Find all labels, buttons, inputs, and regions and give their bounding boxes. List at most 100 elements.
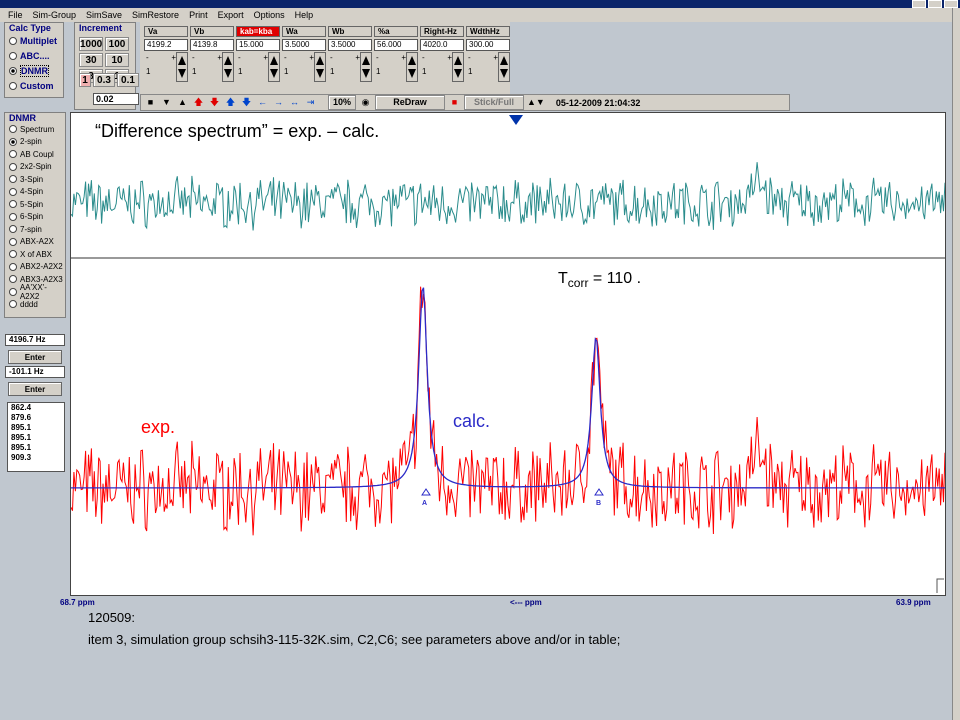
param-value-field[interactable]: 56.000 bbox=[374, 39, 418, 51]
up-down-arrow-icon[interactable] bbox=[452, 52, 464, 82]
menu-help[interactable]: Help bbox=[294, 10, 314, 20]
minus-icon[interactable]: - bbox=[468, 53, 471, 62]
calc-type-abc[interactable]: ABC.... bbox=[5, 48, 63, 63]
triangle-icon[interactable]: ▲ bbox=[178, 97, 187, 107]
increment-100-button[interactable]: 100 bbox=[105, 37, 129, 51]
expand-icon[interactable]: ↔ bbox=[290, 97, 299, 107]
menu-file[interactable]: File bbox=[8, 10, 23, 20]
menu-print[interactable]: Print bbox=[189, 10, 208, 20]
dnmr-option-6[interactable]: 5-Spin bbox=[5, 198, 65, 211]
dnmr-option-1[interactable]: 2-spin bbox=[5, 136, 65, 149]
menu-options[interactable]: Options bbox=[253, 10, 285, 20]
dnmr-option-14[interactable]: dddd bbox=[5, 298, 65, 311]
zoom-button[interactable]: 10% bbox=[328, 95, 357, 110]
stop-icon[interactable]: ■ bbox=[451, 97, 458, 107]
frequency-field-1[interactable]: 4196.7 Hz bbox=[5, 334, 65, 346]
dnmr-option-13[interactable]: AA'XX'-A2X2 bbox=[5, 283, 65, 301]
resize-corner-icon[interactable] bbox=[936, 578, 944, 593]
plus-icon[interactable]: + bbox=[447, 53, 452, 62]
peak-list-item[interactable]: 895.1 bbox=[11, 423, 32, 432]
peak-list[interactable]: 862.4 879.6 895.1 895.1 895.1 909.3 bbox=[7, 402, 65, 472]
param-value-field[interactable]: 4199.2 bbox=[144, 39, 188, 51]
increment-1000-button[interactable]: 1000 bbox=[79, 37, 103, 51]
save-icon[interactable]: ■ bbox=[147, 97, 154, 107]
plus-icon[interactable]: + bbox=[171, 53, 176, 62]
plus-icon[interactable]: + bbox=[355, 53, 360, 62]
enter-button-2[interactable]: Enter bbox=[8, 382, 62, 396]
minus-icon[interactable]: - bbox=[422, 53, 425, 62]
arrow-up-blue-icon[interactable]: 🡅 bbox=[225, 97, 236, 107]
up-down-arrow-icon[interactable] bbox=[498, 52, 510, 82]
peak-marker-a[interactable]: A bbox=[421, 488, 431, 507]
minus-icon[interactable]: - bbox=[284, 53, 287, 62]
increment-0.1-button[interactable]: 0.1 bbox=[117, 73, 139, 87]
calc-type-dnmr[interactable]: DNMR bbox=[5, 63, 63, 78]
dnmr-option-7[interactable]: 6-Spin bbox=[5, 211, 65, 224]
peak-list-item[interactable]: 895.1 bbox=[11, 443, 32, 452]
minus-icon[interactable]: - bbox=[192, 53, 195, 62]
close-button[interactable] bbox=[944, 0, 958, 8]
param-value-field[interactable]: 3.5000 bbox=[328, 39, 372, 51]
minus-icon[interactable]: - bbox=[146, 53, 149, 62]
increment-selected-button[interactable]: 1 bbox=[79, 73, 91, 87]
dnmr-option-5[interactable]: 4-Spin bbox=[5, 186, 65, 199]
up-down-arrow-icon[interactable] bbox=[314, 52, 326, 82]
increment-30-button[interactable]: 30 bbox=[79, 53, 103, 67]
dropdown-icon[interactable]: ▼ bbox=[162, 97, 171, 107]
dnmr-option-4[interactable]: 3-Spin bbox=[5, 173, 65, 186]
redraw-button[interactable]: ReDraw bbox=[375, 95, 446, 110]
plus-icon[interactable]: + bbox=[401, 53, 406, 62]
cursor-marker[interactable] bbox=[509, 115, 523, 125]
maximize-button[interactable] bbox=[928, 0, 942, 8]
increment-0.3-button[interactable]: 0.3 bbox=[93, 73, 115, 87]
compress-icon[interactable]: ⇥ bbox=[306, 97, 315, 107]
record-icon[interactable]: ◉ bbox=[361, 97, 370, 107]
color-toggle-icon[interactable]: ▲▼ bbox=[527, 97, 545, 107]
dnmr-option-10[interactable]: X of ABX bbox=[5, 248, 65, 261]
arrow-down-red-icon[interactable]: 🡇 bbox=[209, 97, 220, 107]
arrow-up-red-icon[interactable]: 🡅 bbox=[193, 97, 204, 107]
arrow-left-icon[interactable]: ← bbox=[258, 97, 267, 107]
minimize-button[interactable] bbox=[912, 0, 926, 8]
dnmr-option-11[interactable]: ABX2-A2X2 bbox=[5, 261, 65, 274]
param-value-field[interactable]: 15.000 bbox=[236, 39, 280, 51]
peak-list-item[interactable]: 895.1 bbox=[11, 433, 32, 442]
minus-icon[interactable]: - bbox=[330, 53, 333, 62]
up-down-arrow-icon[interactable] bbox=[406, 52, 418, 82]
param-value-field[interactable]: 3.5000 bbox=[282, 39, 326, 51]
plus-icon[interactable]: + bbox=[309, 53, 314, 62]
dnmr-option-9[interactable]: ABX-A2X bbox=[5, 236, 65, 249]
peak-list-item[interactable]: 862.4 bbox=[11, 403, 32, 412]
spectrum-plot[interactable]: “Difference spectrum” = exp. – calc. Tco… bbox=[70, 112, 946, 596]
menu-simsave[interactable]: SimSave bbox=[86, 10, 123, 20]
up-down-arrow-icon[interactable] bbox=[360, 52, 372, 82]
minus-icon[interactable]: - bbox=[238, 53, 241, 62]
increment-value-field[interactable]: 0.02 bbox=[93, 93, 139, 105]
increment-10-button[interactable]: 10 bbox=[105, 53, 129, 67]
up-down-arrow-icon[interactable] bbox=[268, 52, 280, 82]
peak-marker-b[interactable]: B bbox=[594, 488, 604, 507]
stick-full-button[interactable]: Stick/Full bbox=[464, 95, 525, 110]
calc-type-multiplet[interactable]: Multiplet bbox=[5, 33, 63, 48]
plus-icon[interactable]: + bbox=[263, 53, 268, 62]
dnmr-option-8[interactable]: 7-spin bbox=[5, 223, 65, 236]
dnmr-option-12[interactable]: ABX3-A2X3 bbox=[5, 273, 65, 286]
arrow-right-icon[interactable]: → bbox=[274, 97, 283, 107]
peak-list-item[interactable]: 909.3 bbox=[11, 453, 32, 462]
frequency-field-2[interactable]: -101.1 Hz bbox=[5, 366, 65, 378]
calc-type-custom[interactable]: Custom bbox=[5, 78, 63, 93]
enter-button-1[interactable]: Enter bbox=[8, 350, 62, 364]
arrow-down-blue-icon[interactable]: 🡇 bbox=[241, 97, 252, 107]
dnmr-option-2[interactable]: AB Coupl bbox=[5, 148, 65, 161]
plus-icon[interactable]: + bbox=[217, 53, 222, 62]
dnmr-option-3[interactable]: 2x2-Spin bbox=[5, 161, 65, 174]
param-value-field[interactable]: 300.00 bbox=[466, 39, 510, 51]
menu-simrestore[interactable]: SimRestore bbox=[132, 10, 180, 20]
up-down-arrow-icon[interactable] bbox=[176, 52, 188, 82]
minus-icon[interactable]: - bbox=[376, 53, 379, 62]
param-value-field[interactable]: 4020.0 bbox=[420, 39, 464, 51]
menu-export[interactable]: Export bbox=[217, 10, 244, 20]
peak-list-item[interactable]: 879.6 bbox=[11, 413, 32, 422]
plus-icon[interactable]: + bbox=[493, 53, 498, 62]
up-down-arrow-icon[interactable] bbox=[222, 52, 234, 82]
